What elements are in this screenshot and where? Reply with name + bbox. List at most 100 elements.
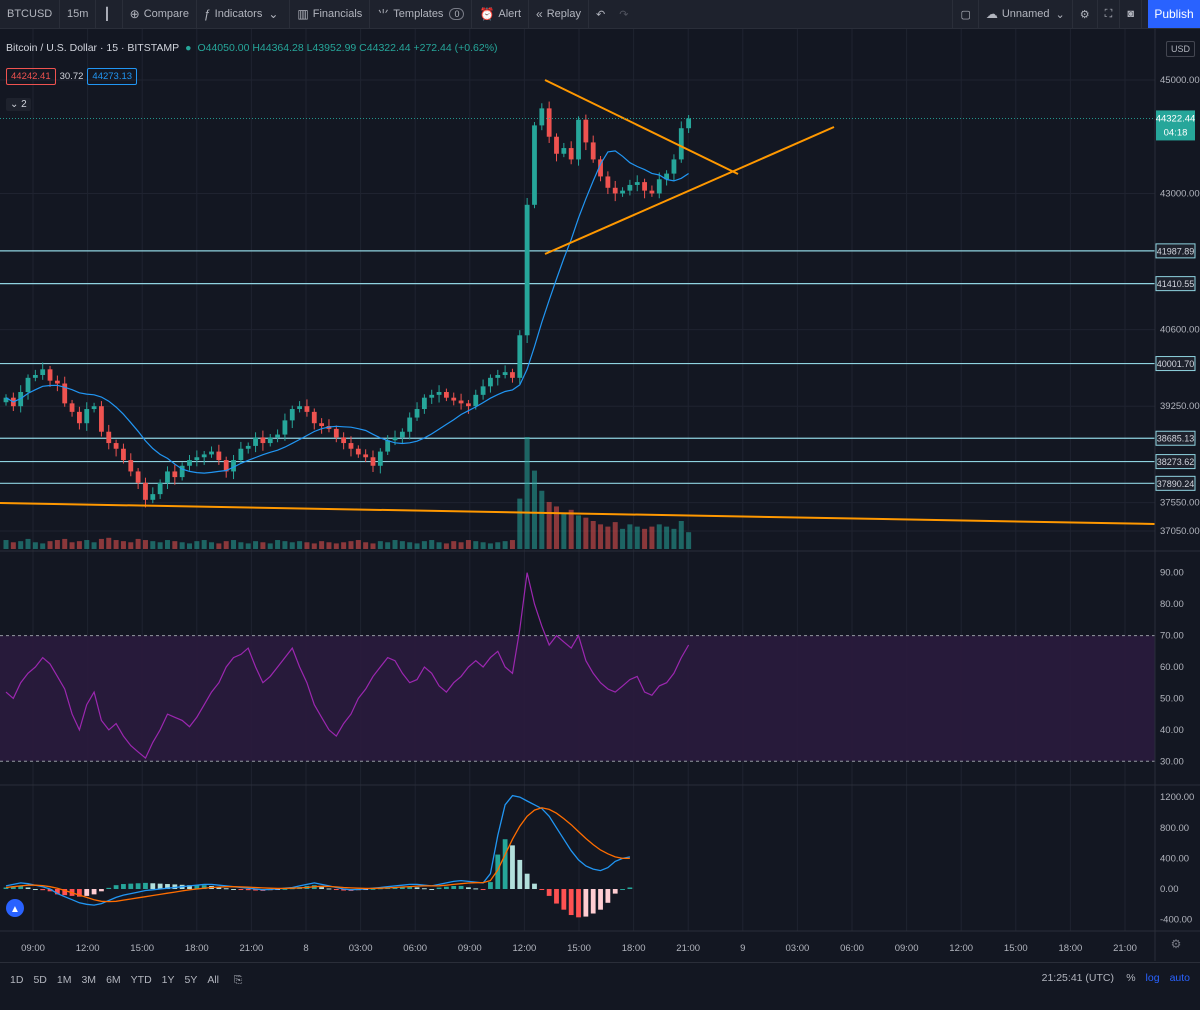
volume-bar	[40, 543, 46, 549]
templates-button[interactable]: ⺌ Templates 0	[370, 0, 473, 28]
chart-type-button[interactable]: ┃	[96, 0, 123, 28]
volume-bar	[392, 540, 398, 549]
fullscreen-button[interactable]: ⛶	[1098, 0, 1121, 28]
volume-bar	[267, 543, 273, 549]
volume-bar	[238, 542, 244, 549]
calendar-goto-icon[interactable]: ⎘	[234, 973, 243, 986]
volume-bar	[473, 541, 479, 549]
volume-bar	[201, 540, 207, 549]
macd-histogram-bar	[333, 889, 339, 891]
indicator-collapse-button[interactable]: ⌄ 2	[6, 98, 31, 111]
macd-histogram-bar	[32, 889, 38, 891]
volume-bar	[76, 541, 82, 549]
level-badge-label: 41987.89	[1157, 246, 1195, 256]
percent-button[interactable]: %	[1126, 972, 1136, 984]
time-tick-label: 03:00	[786, 943, 810, 954]
price-axes[interactable]: 45000.00 43000.00 40600.00 39250.00 37550.00…	[1160, 75, 1200, 926]
grid-lines	[0, 29, 1155, 931]
chart-canvas[interactable]: 45000.00 43000.00 40600.00 39250.00 37550.00…	[0, 29, 1200, 961]
range-button-1d[interactable]: 1D	[10, 974, 24, 986]
volume-bar	[319, 541, 325, 549]
templates-label: Templates	[393, 8, 444, 20]
candle-body	[686, 118, 692, 129]
volume-bar	[275, 540, 281, 549]
macd-histogram-bar	[466, 887, 471, 890]
price-tick-label: 40600.00	[1160, 325, 1200, 336]
volume-bar	[113, 540, 119, 549]
interval-button[interactable]: 15m	[60, 0, 97, 28]
bottom-toolbar: 1D 5D 1M 3M 6M YTD 1Y 5Y All ⎘	[0, 962, 1200, 997]
rsi-tick-label: 50.00	[1160, 693, 1184, 704]
replay-button[interactable]: «Replay	[529, 0, 589, 28]
volume-bar	[164, 540, 170, 549]
range-button-ytd[interactable]: YTD	[130, 974, 152, 986]
range-button-3m[interactable]: 3M	[81, 974, 97, 986]
triangle-upper-trendline[interactable]	[544, 79, 739, 175]
layout-toggle-button[interactable]: ▢	[952, 0, 979, 28]
currency-badge[interactable]: USD	[1166, 41, 1196, 57]
volume-bar	[385, 542, 391, 549]
tradingview-logo[interactable]: ▲	[6, 899, 24, 917]
replay-label: Replay	[546, 8, 581, 20]
publish-button[interactable]: Publish	[1148, 0, 1200, 28]
collapse-count: 2	[21, 99, 27, 110]
range-button-all[interactable]: All	[207, 974, 220, 986]
redo-button[interactable]: ↷	[612, 0, 635, 28]
range-button-1y[interactable]: 1Y	[161, 974, 175, 986]
volume-bar	[598, 524, 604, 549]
range-button-5y[interactable]: 5Y	[184, 974, 198, 986]
time-axis[interactable]: 09:00 12:00 15:00 18:00 21:00 8 03:00 06:00 09:0…	[21, 943, 1137, 954]
range-button-1m[interactable]: 1M	[56, 974, 72, 986]
volume-bar	[634, 526, 640, 549]
volume-bar	[194, 541, 200, 549]
symbol-search[interactable]: BTCUSD	[0, 0, 60, 28]
time-tick-label: 12:00	[76, 943, 100, 954]
volume-bar	[25, 538, 31, 549]
layout-name-button[interactable]: ☁ Unnamed ⌄	[979, 0, 1073, 28]
volume-bar	[612, 522, 618, 549]
macd-histogram-bar	[143, 882, 148, 890]
utc-clock[interactable]: 21:25:41 (UTC)	[1042, 972, 1114, 984]
compare-button[interactable]: ⊕ Compare	[123, 0, 197, 28]
macd-histogram-bar	[121, 884, 126, 890]
axis-settings-icon[interactable]: ⚙	[1171, 937, 1182, 951]
macd-histogram-bar	[165, 884, 170, 890]
macd-histogram-bar	[172, 884, 178, 890]
candle-body	[627, 184, 633, 191]
alarm-clock-icon: ⏰	[479, 7, 495, 21]
auto-button[interactable]: auto	[1169, 972, 1190, 984]
volume-bar	[253, 541, 259, 549]
log-button[interactable]: log	[1145, 972, 1160, 984]
volume-bar	[223, 541, 229, 549]
volume-bar	[135, 538, 141, 549]
candle-body	[165, 471, 170, 483]
volume-bar	[363, 542, 369, 549]
indicators-button[interactable]: ƒ Indicators ⌄	[197, 0, 291, 28]
macd-histogram-bar	[554, 889, 559, 904]
financials-button[interactable]: ▥ Financials	[290, 0, 371, 28]
volume-bar	[554, 506, 559, 549]
candle-body	[179, 465, 185, 478]
svg-text:▲: ▲	[10, 904, 20, 915]
candle-body	[429, 394, 435, 398]
trend-lines[interactable]	[0, 79, 1156, 525]
long-support-trendline[interactable]	[0, 502, 1156, 525]
triangle-lower-trendline[interactable]	[544, 126, 835, 255]
candle-body	[267, 437, 273, 444]
level-badge	[1155, 243, 1196, 259]
range-button-6m[interactable]: 6M	[106, 974, 121, 986]
time-tick-label: 09:00	[895, 943, 919, 954]
alert-button[interactable]: ⏰ Alert	[472, 0, 530, 28]
candle-body	[554, 136, 559, 154]
undo-button[interactable]: ↶	[589, 0, 612, 28]
scale-buttons: % log auto	[1126, 972, 1190, 984]
function-icon: ƒ	[203, 7, 211, 21]
macd-histogram-bar	[84, 889, 90, 896]
snapshot-button[interactable]: ◙	[1120, 0, 1142, 28]
range-button-5d[interactable]: 5D	[33, 974, 47, 986]
volume-bar	[480, 542, 486, 549]
settings-button[interactable]: ⚙	[1073, 0, 1098, 28]
volume-bar	[561, 513, 567, 549]
macd-histogram-bar	[598, 889, 603, 910]
candle-body	[113, 443, 119, 449]
